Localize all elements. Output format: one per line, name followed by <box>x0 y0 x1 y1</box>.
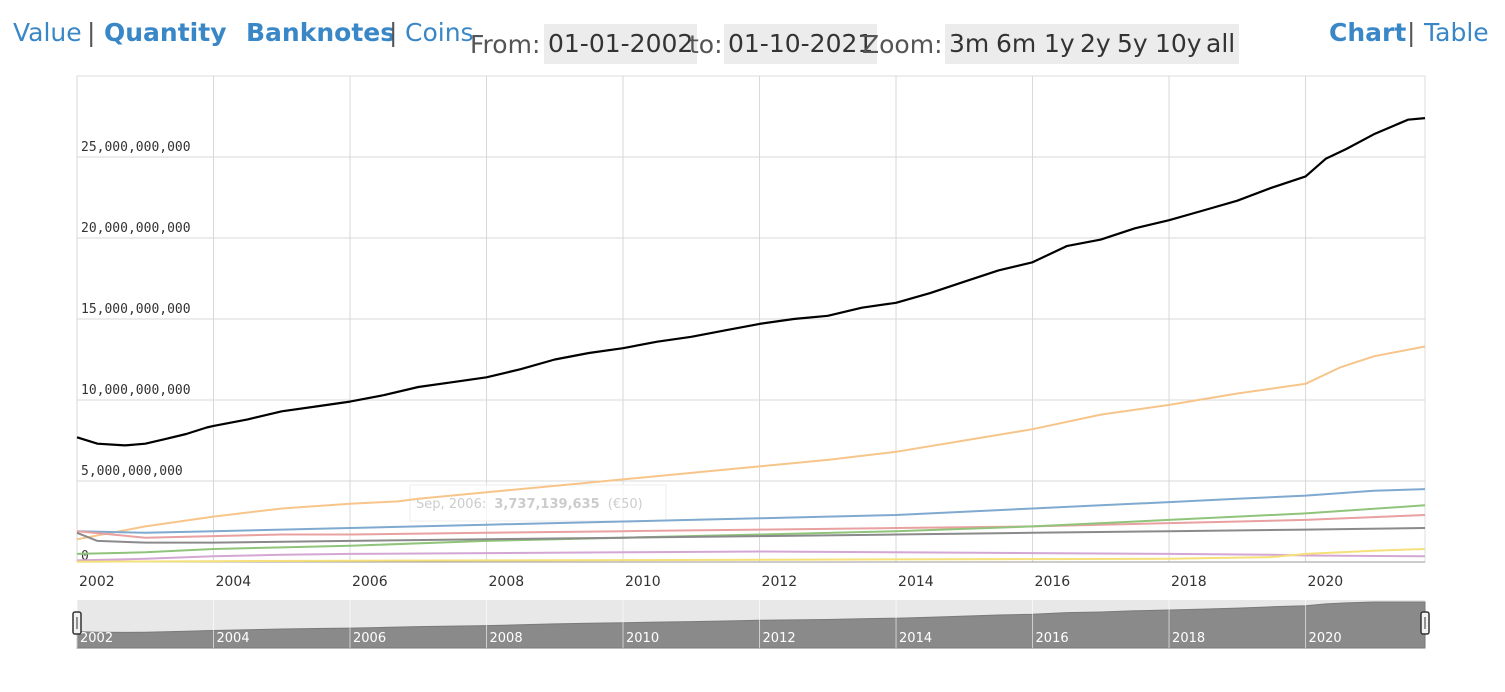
series-line-6 <box>76 527 1426 544</box>
from-label: From: <box>470 30 541 59</box>
navigator-tick-label: 2010 <box>626 631 659 646</box>
from-date-input[interactable]: 01-01-2002 <box>544 24 698 64</box>
navigator-tick-label: 2018 <box>1172 631 1205 646</box>
x-tick-label: 2012 <box>762 574 798 590</box>
table-link[interactable]: Table <box>1424 18 1489 47</box>
to-date-input[interactable]: 01-10-2021 <box>724 24 878 64</box>
y-tick-label: 5,000,000,000 <box>81 464 183 479</box>
zoom-10y-button[interactable]: 10y <box>1151 24 1206 64</box>
series-line-8 <box>76 548 1426 563</box>
y-tick-label: 0 <box>81 549 89 564</box>
zoom-label: Zoom: <box>862 30 943 59</box>
navigator[interactable]: 2002 2004 2006 2008 2010 2012 2014 2016 2018 2020 <box>72 600 1430 649</box>
zoom-1y-button[interactable]: 1y <box>1040 24 1079 64</box>
tooltip-date: Sep, 2006: <box>416 497 486 512</box>
svg-text:Sep, 2006: 3,737,139,635: Sep, 2006: 3,737,139,635 (€50) <box>416 497 643 512</box>
zoom-2y-button[interactable]: 2y <box>1076 24 1115 64</box>
series-line-2 <box>76 345 1426 541</box>
separator: | <box>87 18 96 47</box>
navigator-tick-label: 2002 <box>80 631 113 646</box>
x-tick-label: 2002 <box>79 574 115 590</box>
tooltip-series: (€50) <box>608 497 643 512</box>
series-line-3 <box>76 488 1426 534</box>
x-tick-label: 2020 <box>1308 574 1344 590</box>
separator: | <box>1407 18 1416 47</box>
to-label: to: <box>689 30 723 59</box>
quantity-link[interactable]: Quantity <box>104 18 227 47</box>
x-tick-label: 2010 <box>625 574 661 590</box>
separator: | <box>389 18 398 47</box>
tooltip-value: 3,737,139,635 <box>494 497 599 512</box>
navigator-left-handle[interactable] <box>72 611 82 635</box>
coins-link[interactable]: Coins <box>405 18 474 47</box>
navigator-tick-label: 2014 <box>899 631 932 646</box>
navigator-tick-label: 2006 <box>353 631 386 646</box>
navigator-right-handle[interactable] <box>1420 611 1430 635</box>
tooltip: Sep, 2006: 3,737,139,635 (€50) <box>409 484 667 522</box>
series-lines <box>76 117 1426 563</box>
value-link[interactable]: Value <box>13 18 82 47</box>
x-tick-label: 2004 <box>216 574 252 590</box>
y-tick-label: 25,000,000,000 <box>81 140 191 155</box>
y-tick-label: 20,000,000,000 <box>81 221 191 236</box>
y-axis: 0 5,000,000,000 10,000,000,000 15,000,000,0… <box>81 140 191 564</box>
series-line-1 <box>76 117 1426 447</box>
series-line-4 <box>76 514 1426 539</box>
navigator-tick-label: 2012 <box>763 631 796 646</box>
y-tick-label: 10,000,000,000 <box>81 383 191 398</box>
zoom-3m-button[interactable]: 3m <box>945 24 994 64</box>
zoom-all-button[interactable]: all <box>1202 24 1240 64</box>
y-tick-label: 15,000,000,000 <box>81 302 191 317</box>
x-tick-label: 2018 <box>1171 574 1207 590</box>
x-tick-label: 2014 <box>898 574 934 590</box>
navigator-area <box>76 601 1426 649</box>
navigator-tick-label: 2008 <box>490 631 523 646</box>
zoom-6m-button[interactable]: 6m <box>992 24 1041 64</box>
x-tick-label: 2008 <box>489 574 525 590</box>
banknotes-link[interactable]: Banknotes <box>246 18 396 47</box>
grid <box>76 75 1426 563</box>
navigator-tick-label: 2016 <box>1036 631 1069 646</box>
x-tick-label: 2016 <box>1035 574 1071 590</box>
zoom-5y-button[interactable]: 5y <box>1113 24 1152 64</box>
chart-link[interactable]: Chart <box>1329 18 1407 47</box>
x-axis: 2002 2004 2006 2008 2010 2012 2014 2016 2018 2020 <box>77 561 1425 590</box>
navigator-tick-label: 2004 <box>217 631 250 646</box>
x-tick-label: 2006 <box>352 574 388 590</box>
series-line-7 <box>76 550 1426 562</box>
navigator-tick-label: 2020 <box>1309 631 1342 646</box>
